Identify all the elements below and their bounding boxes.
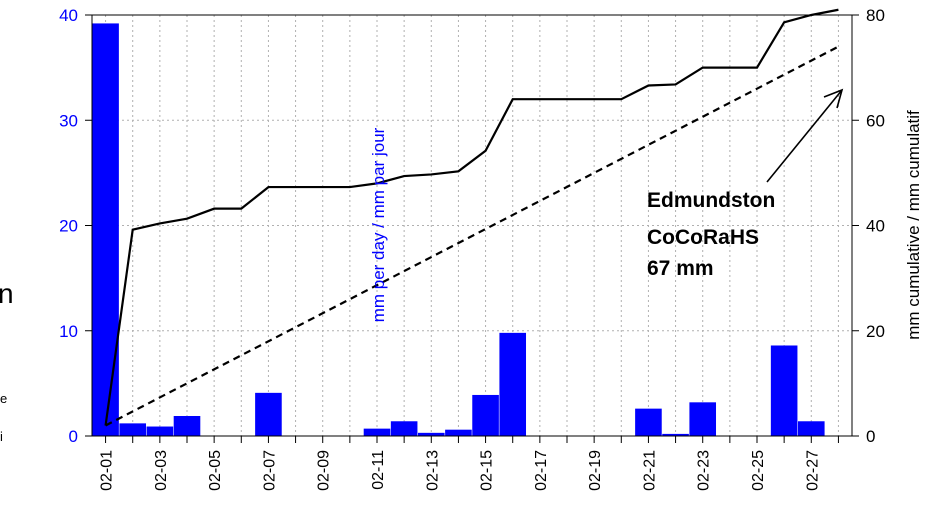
bar (363, 428, 391, 436)
bar (499, 332, 527, 436)
annotation-total: 67 mm (647, 257, 714, 280)
annotation-station: Edmundston (647, 189, 775, 212)
edge-fragment-i: i (0, 429, 3, 444)
x-tick-label: 02-15 (479, 450, 496, 491)
y-tick-label-right: 60 (866, 111, 885, 130)
bar (173, 416, 201, 436)
bar (92, 23, 119, 436)
y-tick-label-left: 10 (59, 322, 78, 341)
bar (635, 408, 662, 436)
bar (797, 421, 825, 436)
bar (445, 429, 472, 436)
y-tick-label-left: 0 (69, 427, 78, 446)
edge-fragment-e: e (0, 391, 7, 406)
lines (104, 8, 839, 427)
y-tick-label-right: 40 (866, 217, 885, 236)
bar (689, 402, 717, 436)
y-tick-label-right: 20 (866, 322, 885, 341)
x-tick-label: 02-09 (316, 450, 333, 491)
bar (255, 392, 282, 436)
y-tick-label-right: 80 (866, 6, 885, 25)
bar (146, 426, 174, 436)
y-tick-label-left: 40 (59, 6, 78, 25)
annotation-network: CoCoRaHS (647, 226, 759, 249)
y-axis-label-right: mm cumulative / mm cumulatif (904, 110, 923, 340)
ticks: 0 10 20 30 40 0 20 40 60 80 02-01 02-03 02-05 02-07 02… (59, 6, 885, 491)
y-tick-label-left: 20 (59, 217, 78, 236)
bar (472, 394, 499, 436)
annotation-arrow-head (823, 88, 844, 109)
x-tick-label: 02-27 (804, 450, 821, 491)
bar (390, 421, 418, 436)
bar (662, 433, 689, 436)
x-tick-label: 02-11 (370, 450, 387, 490)
x-tick-label: 02-21 (641, 450, 658, 491)
x-tick-label: 02-05 (207, 450, 224, 491)
x-tick-label: 02-19 (587, 450, 604, 491)
x-tick-label: 02-03 (153, 450, 170, 491)
annotation-arrow-shaft (766, 89, 843, 183)
y-tick-label-left: 30 (59, 111, 78, 130)
edge-fragment-n: n (0, 278, 14, 309)
line-normal (105, 45, 839, 427)
y-axis-label-left: mm per day / mm par jour (369, 127, 388, 322)
x-tick-label: 02-17 (533, 450, 550, 491)
bar (417, 432, 445, 436)
line-cumulative (104, 8, 839, 426)
y-tick-label-right: 0 (866, 427, 875, 446)
x-tick-label: 02-07 (261, 450, 278, 491)
station-annotation: Edmundston CoCoRaHS 67 mm (647, 88, 844, 280)
x-tick-label: 02-23 (696, 450, 713, 491)
bar (119, 423, 147, 436)
x-tick-label: 02-25 (750, 450, 767, 491)
x-tick-label: 02-01 (99, 450, 116, 491)
x-tick-label: 02-13 (424, 450, 441, 491)
bar (770, 345, 798, 436)
